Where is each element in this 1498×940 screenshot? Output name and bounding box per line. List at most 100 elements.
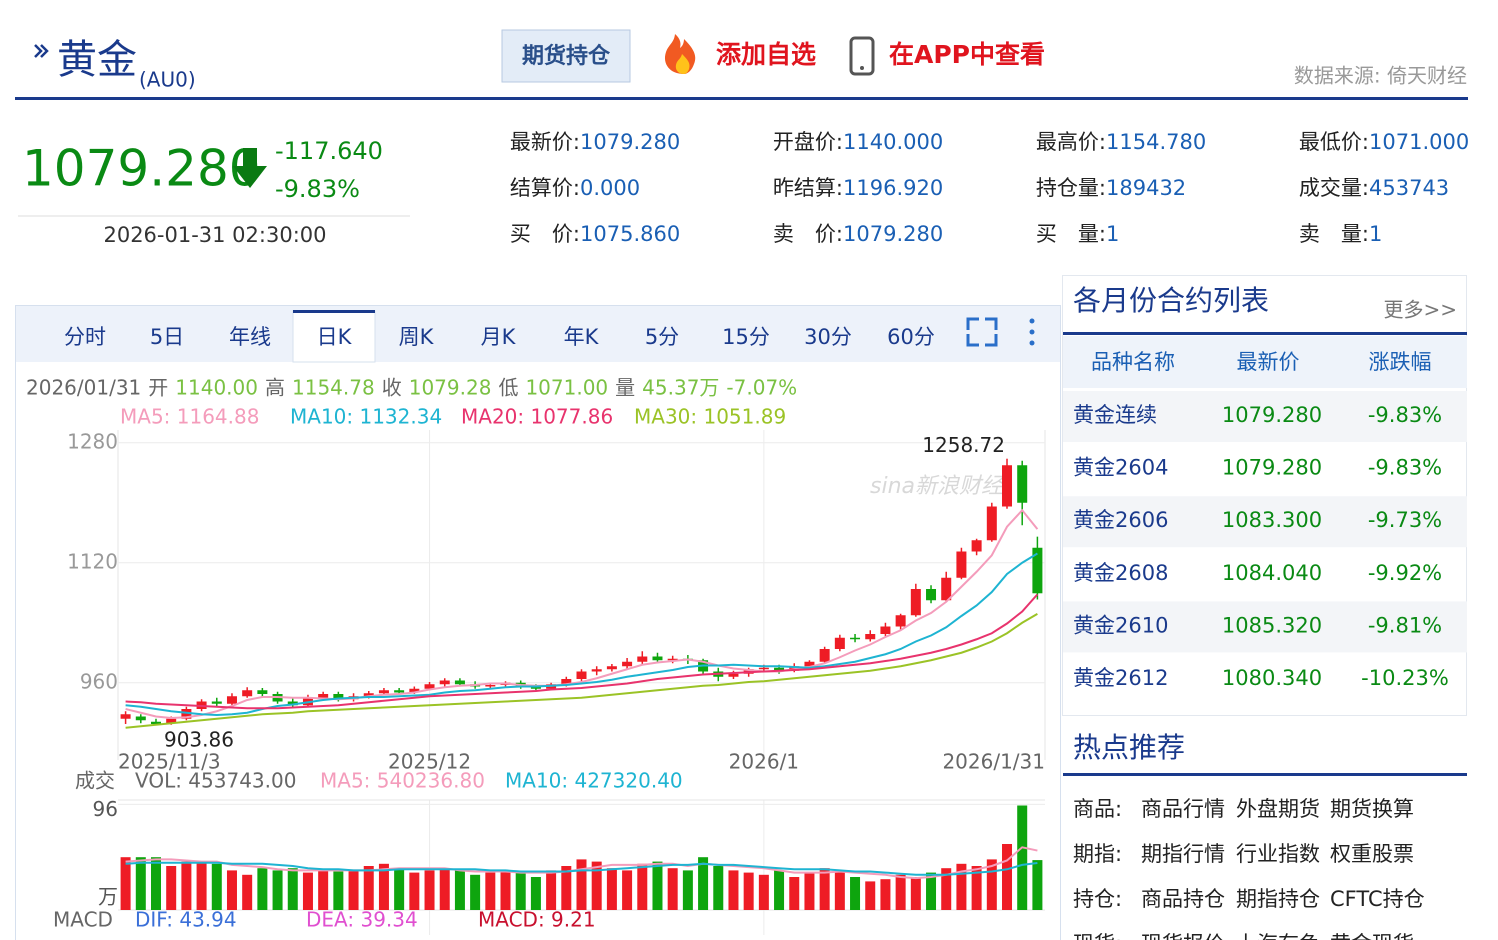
hot-category: 现货: bbox=[1073, 932, 1122, 940]
chart-tab[interactable]: 年线 bbox=[229, 325, 271, 349]
chart-tab[interactable]: 年K bbox=[564, 325, 600, 349]
macd-legend: DIF: 43.94 bbox=[135, 908, 237, 932]
ma-line bbox=[125, 593, 1039, 710]
candle-info: 1140.00 bbox=[175, 376, 258, 400]
tab-selected-bar[interactable] bbox=[293, 310, 375, 313]
volume-bar bbox=[819, 868, 830, 910]
chart-tab[interactable]: 30分 bbox=[804, 325, 852, 349]
hot-link[interactable]: 黄金现货 bbox=[1330, 932, 1414, 940]
chart-tab[interactable]: 5分 bbox=[645, 325, 679, 349]
field-label: 最低价: bbox=[1299, 130, 1369, 154]
volume-legend: MA10: 427320.40 bbox=[505, 769, 683, 793]
contracts-title: 各月份合约列表 bbox=[1073, 284, 1269, 317]
hot-link[interactable]: 商品行情 bbox=[1141, 797, 1225, 821]
field-value: 1 bbox=[1369, 222, 1382, 246]
contract-name[interactable]: 黄金连续 bbox=[1073, 403, 1157, 427]
chart-tab[interactable]: 分时 bbox=[64, 325, 106, 349]
candle-body bbox=[394, 690, 405, 693]
candle-body bbox=[986, 506, 997, 541]
candle-body bbox=[166, 718, 177, 724]
chart-tab[interactable]: 5日 bbox=[150, 325, 184, 349]
volume-bar bbox=[424, 870, 435, 910]
field-label: 卖 量: bbox=[1299, 222, 1369, 246]
hot-link[interactable]: 权重股票 bbox=[1330, 842, 1414, 866]
fullscreen-icon[interactable] bbox=[966, 317, 998, 347]
phone-icon[interactable] bbox=[849, 36, 875, 76]
candle-body bbox=[181, 709, 192, 719]
contract-name[interactable]: 黄金2610 bbox=[1073, 613, 1168, 637]
contract-name[interactable]: 黄金2612 bbox=[1073, 666, 1168, 690]
ma-line bbox=[125, 612, 1038, 729]
contract-name[interactable]: 黄金2604 bbox=[1073, 456, 1168, 480]
volume-bar bbox=[910, 877, 921, 910]
candle-body bbox=[895, 615, 906, 627]
candle-body bbox=[622, 661, 633, 667]
field-value: 0.000 bbox=[580, 176, 640, 200]
contract-change: -10.23% bbox=[1361, 666, 1449, 690]
volume-bar bbox=[667, 868, 678, 910]
field-value: 1196.920 bbox=[843, 176, 943, 200]
hot-link[interactable]: 商品持仓 bbox=[1141, 887, 1225, 911]
position-button-label[interactable]: 期货持仓 bbox=[522, 43, 611, 69]
volume-unit: 万 bbox=[98, 885, 118, 909]
hot-link[interactable]: CFTC持仓 bbox=[1330, 887, 1425, 911]
contract-name[interactable]: 黄金2606 bbox=[1073, 508, 1168, 532]
field-label: 昨结算: bbox=[773, 176, 843, 200]
hot-link[interactable]: 现货报价 bbox=[1141, 932, 1225, 940]
chart-panel bbox=[15, 305, 1061, 940]
volume-bar bbox=[895, 874, 906, 910]
candle-body bbox=[1002, 465, 1013, 507]
hot-link[interactable]: 上海有色 bbox=[1236, 932, 1320, 940]
contract-price: 1079.280 bbox=[1222, 403, 1322, 427]
candle-body bbox=[652, 656, 663, 661]
candle-body bbox=[591, 669, 602, 672]
field-value: 453743 bbox=[1369, 176, 1449, 200]
volume-bar bbox=[287, 868, 298, 910]
hot-link[interactable]: 期指持仓 bbox=[1236, 887, 1320, 911]
hot-link[interactable]: 外盘期货 bbox=[1236, 797, 1320, 821]
chart-tab[interactable]: 15分 bbox=[722, 325, 770, 349]
contract-change: -9.83% bbox=[1368, 403, 1442, 427]
hot-link[interactable]: 行业指数 bbox=[1236, 842, 1320, 866]
down-arrow bbox=[233, 148, 267, 188]
contracts-row-bg bbox=[1063, 391, 1467, 442]
candle-body bbox=[819, 649, 830, 662]
volume-bar bbox=[181, 861, 192, 910]
volume-bar bbox=[956, 863, 967, 910]
app-link[interactable]: 在APP中查看 bbox=[889, 40, 1045, 69]
menu-icon[interactable] bbox=[1029, 329, 1035, 335]
tab-selected-bg[interactable] bbox=[292, 310, 376, 363]
candle-body bbox=[1032, 547, 1043, 594]
candle-body bbox=[880, 626, 891, 634]
candle-body bbox=[454, 680, 465, 685]
volume-bar bbox=[1017, 805, 1028, 910]
candle-body bbox=[120, 714, 131, 719]
contracts-more-link[interactable]: 更多>> bbox=[1383, 298, 1457, 322]
x-tick-label: 2026/1 bbox=[729, 750, 799, 774]
menu-icon[interactable] bbox=[1029, 340, 1035, 346]
menu-icon[interactable] bbox=[1029, 318, 1035, 324]
chart-tab[interactable]: 月K bbox=[481, 325, 517, 349]
candle-info: 1154.78 bbox=[292, 376, 375, 400]
volume-title: 成交 bbox=[75, 769, 115, 793]
add-favorite-link[interactable]: 添加自选 bbox=[716, 40, 816, 69]
field-value: 1075.860 bbox=[580, 222, 680, 246]
chart-tab[interactable]: 周K bbox=[399, 325, 435, 349]
contract-change: -9.73% bbox=[1368, 508, 1442, 532]
hot-link[interactable]: 期指行情 bbox=[1141, 842, 1225, 866]
position-button[interactable] bbox=[501, 29, 631, 83]
phone-icon-button[interactable] bbox=[860, 66, 864, 70]
contract-name[interactable]: 黄金2608 bbox=[1073, 561, 1168, 585]
volume-legend: VOL: 453743.00 bbox=[135, 769, 296, 793]
candle-body bbox=[758, 667, 769, 670]
volume-bar bbox=[652, 861, 663, 910]
hot-link[interactable]: 期货换算 bbox=[1330, 797, 1414, 821]
x-tick-label: 2025/12 bbox=[388, 750, 471, 774]
chart-tab[interactable]: 日K bbox=[317, 325, 353, 349]
fire-icon-core[interactable] bbox=[675, 54, 690, 74]
candle-body bbox=[226, 696, 237, 704]
candle-info: 1071.00 bbox=[525, 376, 608, 400]
chart-tab[interactable]: 60分 bbox=[887, 325, 935, 349]
header-rule bbox=[15, 97, 1468, 100]
field-value: 1079.280 bbox=[843, 222, 943, 246]
